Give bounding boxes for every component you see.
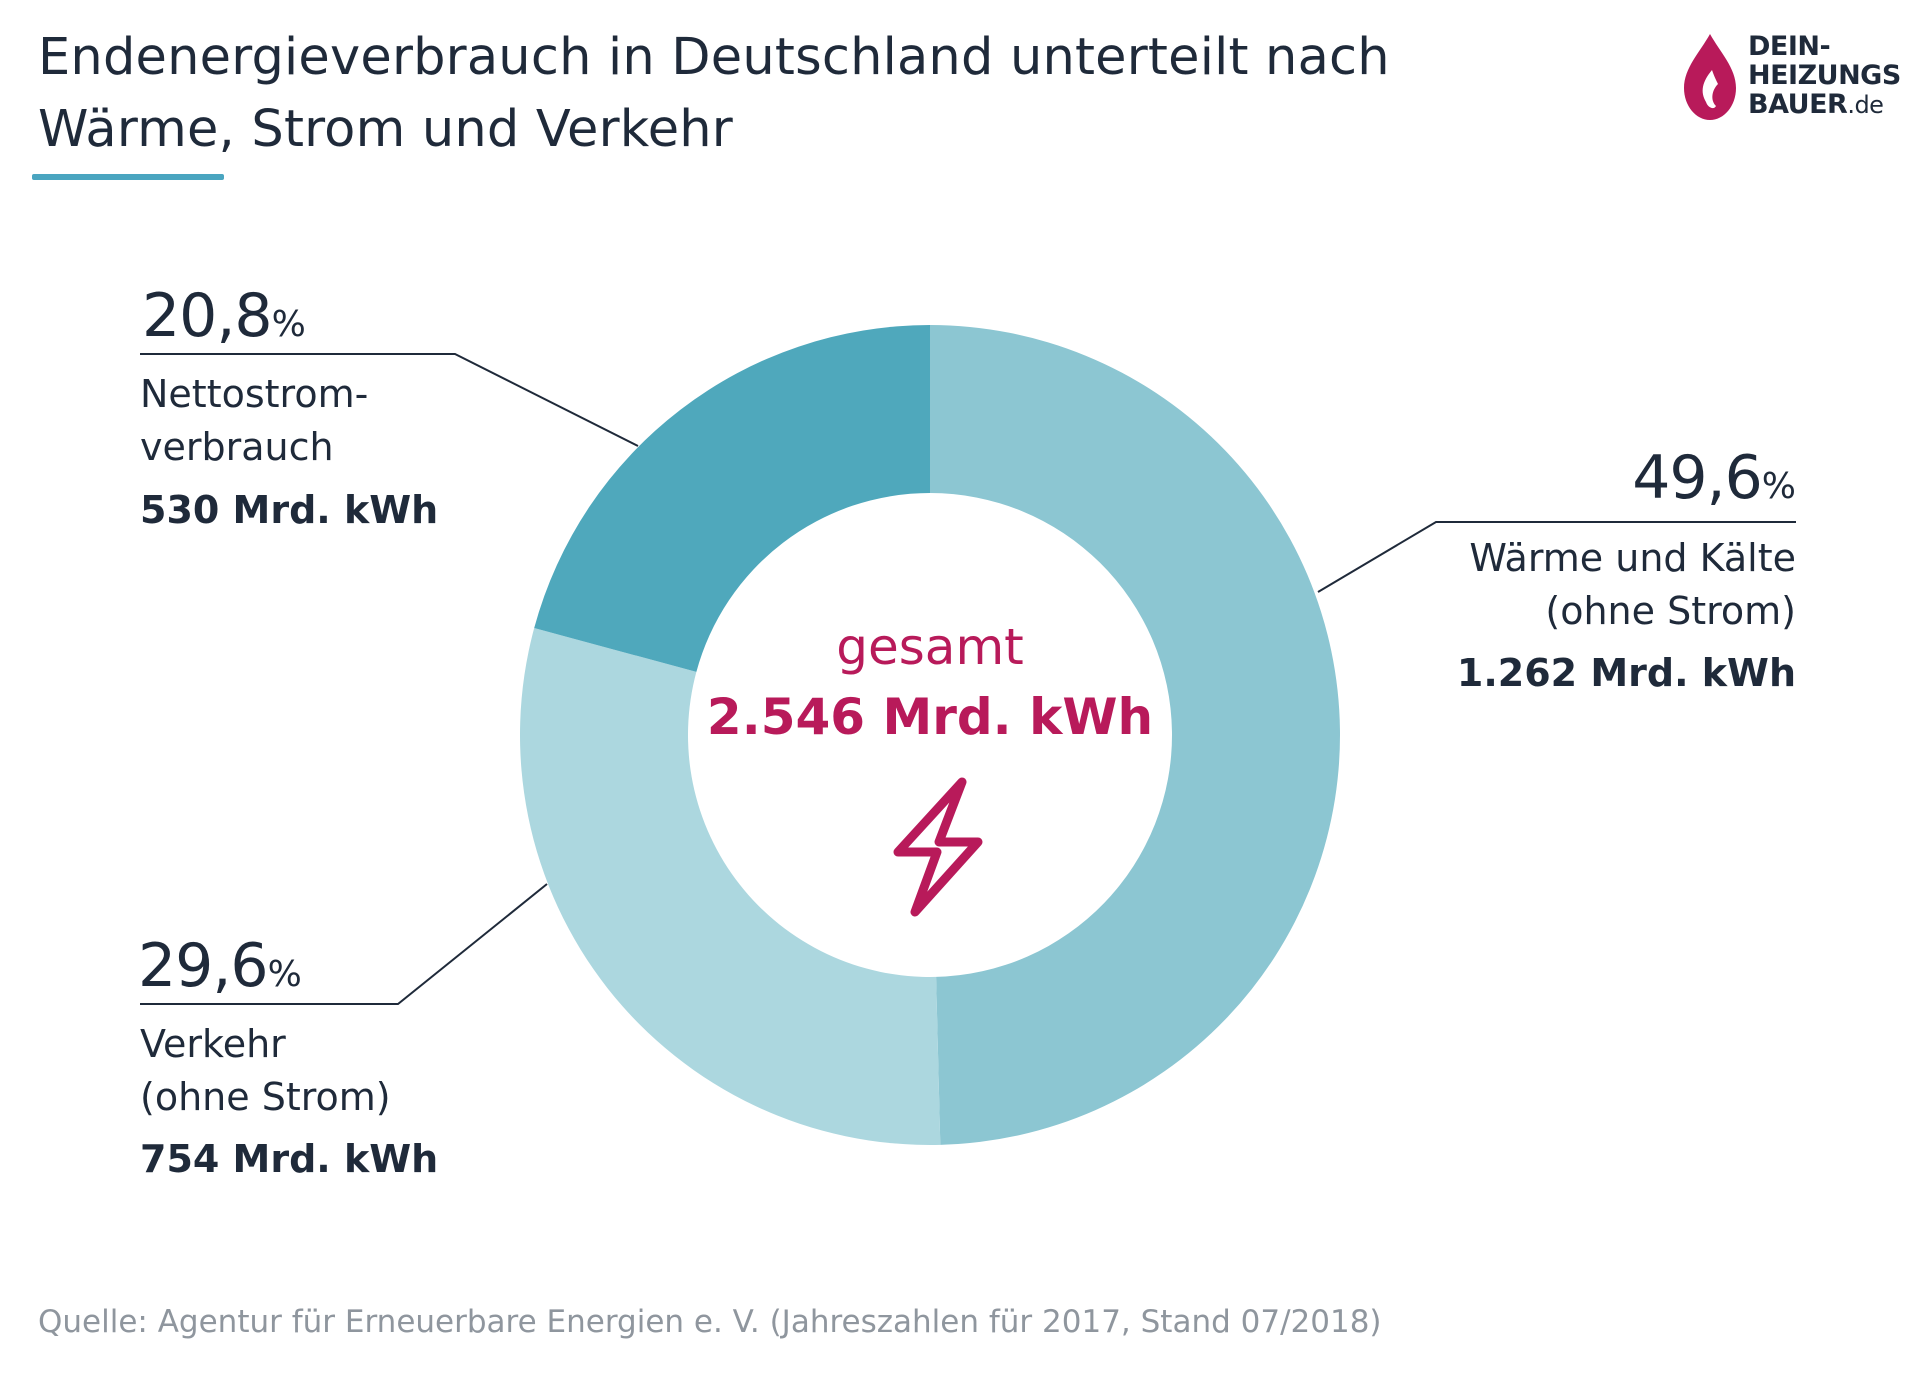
value-label-verkehr: 754 Mrd. kWh [140, 1137, 439, 1181]
percent-label-verkehr: 29,6% [138, 934, 302, 1007]
title-line-2: Wärme, Strom und Verkehr [38, 100, 733, 159]
percent-label-strom: 20,8% [142, 284, 306, 357]
donut-segments [520, 325, 1340, 1145]
title-line-1: Endenergieverbrauch in Deutschland unter… [38, 28, 1390, 87]
percent-unit-waerme: % [1761, 466, 1796, 507]
lightning-bolt-icon [893, 777, 983, 917]
leader-line-strom [140, 353, 639, 447]
center-title: gesamt [836, 618, 1024, 676]
brand-logo: DEIN- HEIZUNGS BAUER.de [1680, 30, 1901, 125]
category-label-waerme-line-2: (ohne Strom) [1545, 589, 1796, 633]
category-label-strom-line-1: Nettostrom- [140, 372, 369, 416]
percent-unit-strom: % [271, 304, 306, 345]
category-label-verkehr-line-1: Verkehr [140, 1022, 286, 1066]
logo-wordmark: DEIN- HEIZUNGS BAUER.de [1748, 32, 1901, 120]
chart-title: Endenergieverbrauch in Deutschland unter… [38, 22, 1390, 166]
percent-label-waerme: 49,6% [1496, 446, 1796, 519]
percent-unit-verkehr: % [267, 954, 302, 995]
leader-line-verkehr [140, 883, 548, 1005]
percent-value-strom: 20,8 [142, 281, 273, 351]
leader-line-waerme [1317, 521, 1796, 593]
value-label-waerme: 1.262 Mrd. kWh [1456, 651, 1796, 695]
category-label-verkehr: Verkehr (ohne Strom) [140, 1018, 391, 1124]
source-note: Quelle: Agentur für Erneuerbare Energien… [38, 1304, 1382, 1340]
category-label-strom: Nettostrom- verbrauch [140, 368, 368, 474]
logo-suffix: .de [1847, 91, 1884, 119]
donut-segment-verkehr [520, 628, 941, 1145]
logo-line-3-text: BAUER [1748, 89, 1848, 120]
logo-line-1: DEIN- [1748, 31, 1831, 62]
value-label-strom: 530 Mrd. kWh [140, 488, 439, 532]
category-label-verkehr-line-2: (ohne Strom) [140, 1075, 391, 1119]
category-label-waerme-line-1: Wärme und Kälte [1469, 536, 1796, 580]
logo-line-2: HEIZUNGS [1748, 60, 1901, 91]
flame-drop-icon [1684, 34, 1736, 120]
percent-value-waerme: 49,6 [1632, 443, 1763, 513]
logo-line-3: BAUER.de [1748, 90, 1901, 120]
category-label-strom-line-2: verbrauch [140, 425, 334, 469]
donut-segment-waerme [930, 325, 1340, 1145]
category-label-waerme: Wärme und Kälte (ohne Strom) [1396, 532, 1796, 638]
title-underline [32, 174, 224, 180]
percent-value-verkehr: 29,6 [138, 931, 269, 1001]
donut-segment-strom [534, 325, 930, 672]
center-total: 2.546 Mrd. kWh [706, 688, 1154, 746]
